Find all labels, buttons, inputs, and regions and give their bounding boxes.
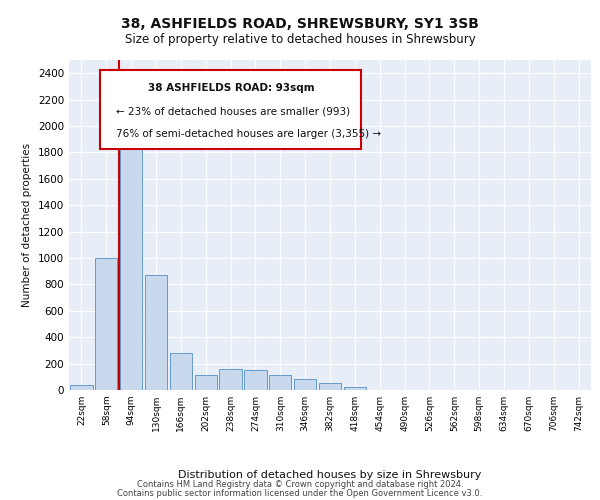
Bar: [269, 376, 292, 390]
Bar: [244, 370, 266, 390]
Bar: [294, 380, 316, 390]
Bar: [120, 136, 142, 390]
Text: Size of property relative to detached houses in Shrewsbury: Size of property relative to detached ho…: [125, 32, 475, 46]
Bar: [70, 384, 92, 390]
Text: ← 23% of detached houses are smaller (993): ← 23% of detached houses are smaller (99…: [116, 106, 350, 116]
Bar: [319, 384, 341, 390]
Text: 76% of semi-detached houses are larger (3,355) →: 76% of semi-detached houses are larger (…: [116, 130, 381, 140]
Bar: [145, 275, 167, 390]
Bar: [220, 369, 242, 390]
Bar: [344, 388, 366, 390]
Text: Contains public sector information licensed under the Open Government Licence v3: Contains public sector information licen…: [118, 488, 482, 498]
Text: Contains HM Land Registry data © Crown copyright and database right 2024.: Contains HM Land Registry data © Crown c…: [137, 480, 463, 489]
Text: 38 ASHFIELDS ROAD: 93sqm: 38 ASHFIELDS ROAD: 93sqm: [148, 83, 314, 93]
Bar: [194, 376, 217, 390]
FancyBboxPatch shape: [100, 70, 361, 149]
Y-axis label: Number of detached properties: Number of detached properties: [22, 143, 32, 307]
Text: 38, ASHFIELDS ROAD, SHREWSBURY, SY1 3SB: 38, ASHFIELDS ROAD, SHREWSBURY, SY1 3SB: [121, 18, 479, 32]
Bar: [170, 353, 192, 390]
Bar: [95, 258, 118, 390]
X-axis label: Distribution of detached houses by size in Shrewsbury: Distribution of detached houses by size …: [178, 470, 482, 480]
